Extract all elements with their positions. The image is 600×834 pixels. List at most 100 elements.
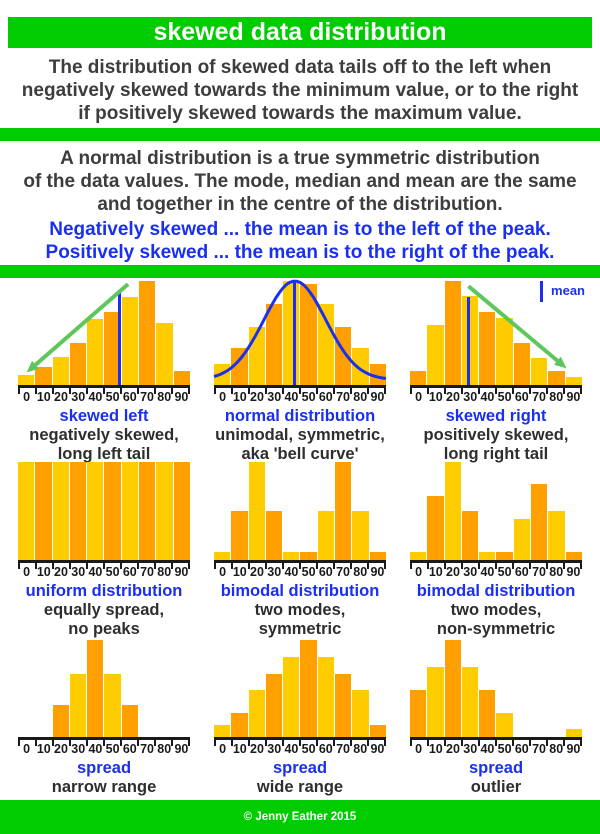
x-axis — [410, 385, 582, 394]
x-axis — [410, 560, 582, 569]
histogram-bar — [214, 725, 231, 737]
axis-tick — [188, 562, 190, 569]
axis-tick — [427, 562, 429, 569]
histogram-bar — [531, 357, 548, 385]
axis-tick — [171, 739, 173, 746]
axis-tick-label: 70 — [336, 565, 350, 579]
histogram-bar — [444, 640, 461, 737]
axis-tick — [214, 739, 216, 746]
chart-title: skewed left — [59, 407, 149, 425]
axis-tick-label: 0 — [219, 390, 227, 404]
axis-tick — [333, 739, 335, 746]
axis-tick-label: 80 — [157, 390, 172, 404]
copyright-text: © Jenny Eather 2015 — [243, 811, 357, 823]
histogram-bar — [335, 326, 352, 385]
axis-tick-label: 0 — [415, 565, 423, 579]
axis-tick — [316, 739, 318, 746]
histogram-bar — [479, 552, 496, 560]
intro-paragraph: The distribution of skewed data tails of… — [21, 57, 579, 124]
axis-tick-label: 60 — [514, 742, 529, 756]
axis-tick — [154, 562, 156, 569]
axis-tick — [282, 562, 284, 569]
axis-tick — [214, 562, 216, 569]
axis-tick — [495, 739, 497, 746]
axis-tick — [444, 739, 446, 746]
histogram-bar — [369, 364, 386, 385]
axis-tick-label: 80 — [157, 565, 172, 579]
axis-tick — [137, 562, 139, 569]
axis-tick — [478, 739, 480, 746]
bars — [410, 462, 582, 560]
axis-tick-label: 10 — [428, 742, 443, 756]
histogram-bar — [69, 343, 87, 385]
plot-area — [18, 462, 190, 560]
histogram-bar — [35, 462, 52, 560]
axis-tick-label: 60 — [318, 565, 333, 579]
histogram-bar — [300, 552, 317, 560]
axis-tick-label: 50 — [301, 565, 316, 579]
histogram-bar — [531, 483, 548, 560]
bars — [18, 281, 190, 385]
chart-subtitle: two modes, non-symmetric — [436, 601, 556, 638]
histogram-bar — [104, 673, 121, 737]
histogram-bar — [283, 552, 300, 560]
axis-ticks — [410, 562, 582, 569]
axis-tick — [529, 562, 531, 569]
axis-tick — [316, 387, 318, 394]
histogram-bar — [231, 511, 248, 560]
axis-tick-label: 20 — [54, 742, 68, 756]
axis-tick-label: 50 — [497, 742, 512, 756]
axis-tick-label: 10 — [232, 565, 247, 579]
axis-tick — [427, 739, 429, 746]
axis-tick-label: 80 — [353, 742, 368, 756]
axis-tick — [154, 739, 156, 746]
axis-ticks — [214, 387, 386, 394]
x-axis — [18, 737, 190, 746]
axis-tick-label: 70 — [140, 565, 154, 579]
axis-tick-label: 70 — [532, 390, 546, 404]
axis-tick — [103, 387, 105, 394]
axis-tick — [265, 387, 267, 394]
chart-subtitle: narrow range — [51, 778, 157, 796]
axis-tick — [18, 387, 20, 394]
histogram-bar — [52, 356, 69, 385]
chart-title: uniform distribution — [25, 582, 183, 600]
axis-tick — [120, 387, 122, 394]
axis-tick-label: 0 — [23, 565, 31, 579]
axis-tick-label: 90 — [566, 565, 581, 579]
axis-tick — [478, 562, 480, 569]
histogram-bar — [335, 462, 352, 560]
plot-area — [213, 279, 387, 385]
axis-tick-label: 40 — [480, 742, 495, 756]
axis-tick-label: 50 — [301, 742, 316, 756]
histogram-bar — [248, 462, 265, 560]
page-title: skewed data distribution — [8, 17, 592, 48]
axis-tick-label: 0 — [23, 742, 31, 756]
mean-line — [117, 293, 121, 385]
axis-tick — [248, 387, 250, 394]
axis-tick-label: 0 — [23, 390, 31, 404]
histogram-bar — [231, 712, 248, 737]
histogram-bar — [156, 462, 173, 560]
chart-title: normal distribution — [224, 407, 376, 425]
axis-tick-label: 40 — [88, 390, 103, 404]
histogram-bar — [87, 640, 104, 737]
axis-tick-label: 60 — [122, 390, 137, 404]
axis-tick-label: 70 — [532, 565, 546, 579]
axis-tick-labels: 0 10 20 30 40 50 60 70 80 90 — [214, 742, 386, 756]
axis-tick-label: 30 — [463, 390, 478, 404]
histogram-bar — [139, 462, 156, 560]
axis-tick-label: 90 — [566, 390, 581, 404]
histogram-bar — [283, 281, 300, 385]
axis-tick-label: 30 — [267, 390, 282, 404]
axis-tick-label: 30 — [463, 742, 478, 756]
chart-title: spread — [76, 759, 132, 777]
axis-tick — [563, 739, 565, 746]
axis-tick-label: 90 — [174, 565, 189, 579]
histogram-bar — [265, 303, 283, 385]
axis-tick-labels: 0 10 20 30 40 50 60 70 80 90 — [18, 742, 190, 756]
axis-tick-label: 90 — [370, 742, 385, 756]
axis-ticks — [410, 387, 582, 394]
axis-tick-label: 10 — [36, 390, 51, 404]
histogram-bar — [248, 326, 265, 385]
